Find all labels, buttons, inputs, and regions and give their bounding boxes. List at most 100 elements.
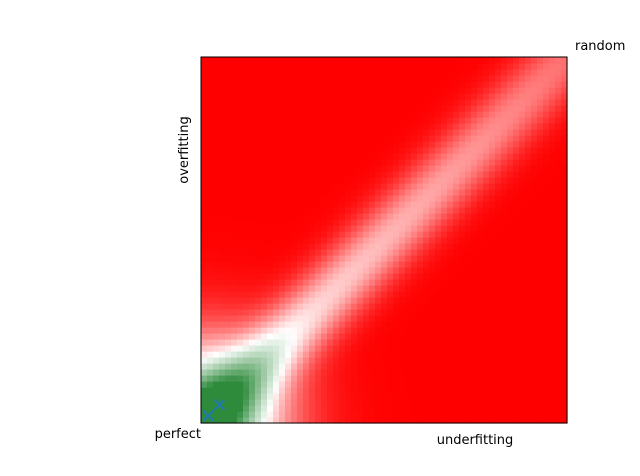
heatmap-cell bbox=[243, 183, 250, 190]
heatmap-cell bbox=[549, 393, 556, 400]
heatmap-cell bbox=[339, 327, 346, 334]
heatmap-cell bbox=[435, 273, 442, 280]
heatmap-cell bbox=[447, 165, 454, 172]
heatmap-cell bbox=[303, 273, 310, 280]
heatmap-cell bbox=[471, 141, 478, 148]
heatmap-cell bbox=[519, 273, 526, 280]
heatmap-cell bbox=[429, 363, 436, 370]
heatmap-cell bbox=[339, 57, 346, 64]
heatmap-cell bbox=[477, 303, 484, 310]
heatmap-cell bbox=[561, 327, 568, 334]
heatmap-cell bbox=[411, 117, 418, 124]
heatmap-cell bbox=[327, 357, 334, 364]
heatmap-cell bbox=[363, 339, 370, 346]
heatmap-cell bbox=[465, 153, 472, 160]
heatmap-cell bbox=[507, 99, 514, 106]
heatmap-cell bbox=[333, 177, 340, 184]
heatmap-cell bbox=[231, 411, 238, 418]
heatmap-cell bbox=[417, 87, 424, 94]
heatmap-cell bbox=[225, 171, 232, 178]
heatmap-cell bbox=[297, 339, 304, 346]
heatmap-cell bbox=[549, 93, 556, 100]
heatmap-cell bbox=[519, 141, 526, 148]
heatmap-cell bbox=[465, 279, 472, 286]
heatmap-cell bbox=[543, 237, 550, 244]
heatmap-cell bbox=[225, 195, 232, 202]
heatmap-cell bbox=[261, 231, 268, 238]
heatmap-cell bbox=[405, 171, 412, 178]
heatmap-cell bbox=[423, 315, 430, 322]
heatmap-cell bbox=[507, 231, 514, 238]
heatmap-cell bbox=[543, 69, 550, 76]
heatmap-cell bbox=[447, 75, 454, 82]
heatmap-cell bbox=[351, 207, 358, 214]
heatmap-cell bbox=[531, 87, 538, 94]
heatmap-cell bbox=[303, 189, 310, 196]
heatmap-cell bbox=[459, 81, 466, 88]
heatmap-cell bbox=[351, 279, 358, 286]
heatmap-cell bbox=[459, 87, 466, 94]
heatmap-cell bbox=[285, 129, 292, 136]
heatmap-cell bbox=[267, 243, 274, 250]
heatmap-cell bbox=[387, 99, 394, 106]
heatmap-cell bbox=[291, 225, 298, 232]
heatmap-cell bbox=[255, 105, 262, 112]
heatmap-cell bbox=[501, 225, 508, 232]
heatmap-cell bbox=[285, 405, 292, 412]
heatmap-cell bbox=[549, 267, 556, 274]
heatmap-cell bbox=[495, 87, 502, 94]
heatmap-cell bbox=[471, 267, 478, 274]
heatmap-cell bbox=[213, 207, 220, 214]
heatmap-cell bbox=[483, 393, 490, 400]
heatmap-cell bbox=[243, 225, 250, 232]
heatmap-cell bbox=[549, 333, 556, 340]
heatmap-cell bbox=[417, 261, 424, 268]
heatmap-cell bbox=[525, 63, 532, 70]
heatmap-cell bbox=[279, 291, 286, 298]
heatmap-cell bbox=[543, 399, 550, 406]
heatmap-cell bbox=[561, 183, 568, 190]
heatmap-cell bbox=[441, 129, 448, 136]
heatmap-cell bbox=[405, 135, 412, 142]
heatmap-cell bbox=[267, 123, 274, 130]
heatmap-cell bbox=[417, 93, 424, 100]
heatmap-cell bbox=[225, 105, 232, 112]
heatmap-cell bbox=[531, 261, 538, 268]
heatmap-cell bbox=[381, 165, 388, 172]
heatmap-cell bbox=[543, 345, 550, 352]
heatmap-cell bbox=[417, 159, 424, 166]
heatmap-cell bbox=[249, 273, 256, 280]
heatmap-cell bbox=[423, 123, 430, 130]
heatmap-cell bbox=[303, 183, 310, 190]
heatmap-cell bbox=[411, 345, 418, 352]
heatmap-cell bbox=[297, 117, 304, 124]
heatmap-cell bbox=[363, 57, 370, 64]
heatmap-cell bbox=[453, 57, 460, 64]
heatmap-cell bbox=[453, 393, 460, 400]
heatmap-cell bbox=[513, 243, 520, 250]
heatmap-cell bbox=[357, 141, 364, 148]
heatmap-cell bbox=[219, 321, 226, 328]
heatmap-cell bbox=[447, 405, 454, 412]
heatmap-cell bbox=[531, 369, 538, 376]
heatmap-cell bbox=[501, 81, 508, 88]
heatmap-cell bbox=[279, 177, 286, 184]
heatmap-cell bbox=[225, 99, 232, 106]
heatmap-cell bbox=[549, 321, 556, 328]
heatmap-cell bbox=[393, 147, 400, 154]
heatmap-cell bbox=[453, 159, 460, 166]
heatmap-cell bbox=[561, 219, 568, 226]
heatmap-cell bbox=[483, 147, 490, 154]
heatmap-cell bbox=[501, 309, 508, 316]
heatmap-cell bbox=[333, 417, 340, 424]
heatmap-cell bbox=[255, 81, 262, 88]
heatmap-cell bbox=[483, 369, 490, 376]
heatmap-cell bbox=[519, 369, 526, 376]
heatmap-cell bbox=[489, 213, 496, 220]
heatmap-cell bbox=[447, 93, 454, 100]
heatmap-cell bbox=[531, 159, 538, 166]
heatmap-cell bbox=[333, 255, 340, 262]
heatmap-cell bbox=[429, 165, 436, 172]
heatmap-cell bbox=[501, 315, 508, 322]
heatmap-cell bbox=[201, 141, 208, 148]
